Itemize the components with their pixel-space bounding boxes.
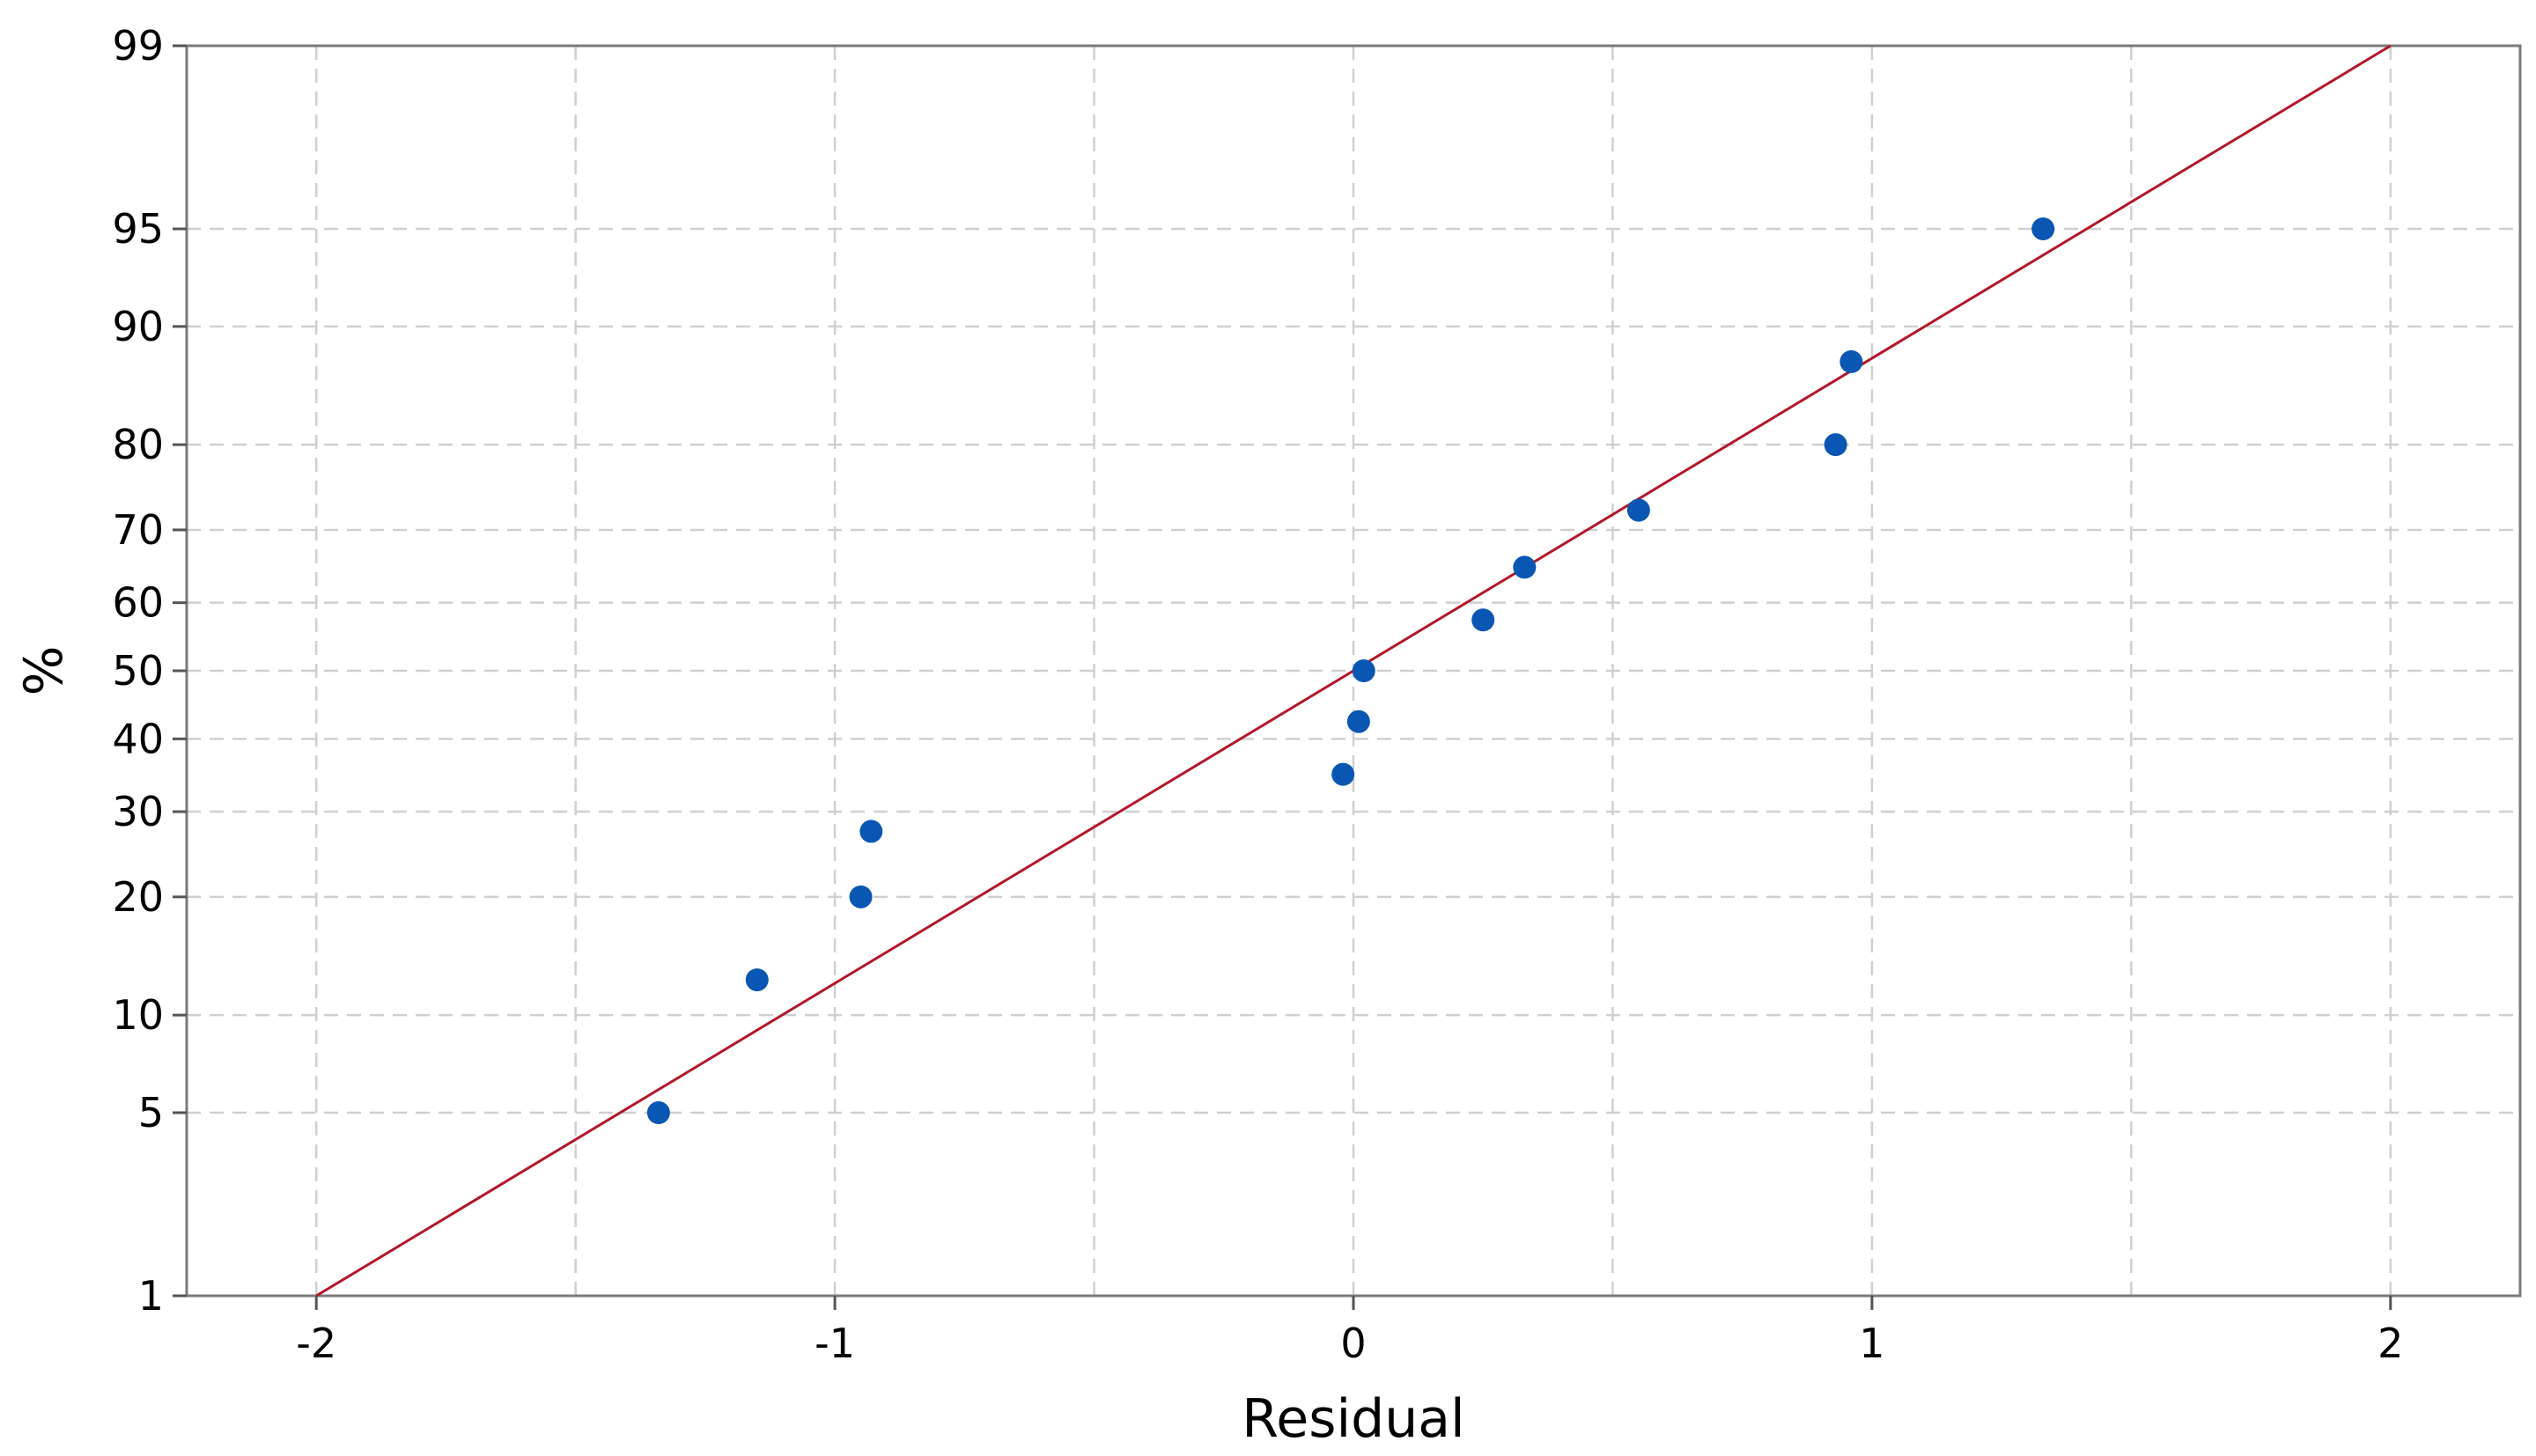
data-point [1513,555,1537,579]
data-point [859,820,883,843]
y-tick-label: 90 [112,303,164,350]
x-tick-label: 2 [2378,1320,2403,1367]
data-point [1471,608,1495,632]
x-tick-label: -1 [815,1320,855,1367]
y-tick-label: 5 [138,1089,164,1136]
y-tick-label: 99 [112,22,164,70]
x-tick-label: 1 [1859,1320,1884,1367]
y-tick-label: 60 [112,579,164,627]
data-point [1352,659,1375,682]
data-point [646,1101,670,1125]
y-tick-label: 50 [112,647,164,695]
data-point [2031,217,2055,240]
data-point [1839,349,1863,373]
data-point [849,885,873,908]
y-tick-label: 70 [112,506,164,554]
data-point [1331,762,1355,786]
y-tick-label: 95 [112,205,164,253]
y-tick-label: 40 [112,715,164,762]
x-axis-ticks: -2 -1 0 1 2 [296,1296,2403,1367]
y-axis-title: % [13,645,75,695]
y-tick-label: 80 [112,421,164,468]
x-tick-label: 0 [1340,1320,1366,1367]
data-points [646,217,2055,1125]
y-tick-label: 30 [112,788,164,835]
data-point [1626,498,1650,522]
data-point [1346,710,1370,733]
data-point [1824,433,1847,457]
data-point [745,968,769,992]
y-tick-label: 1 [138,1272,164,1320]
x-axis-title: Residual [1242,1388,1464,1450]
y-tick-label: 20 [112,873,164,921]
y-tick-label: 10 [112,991,164,1039]
grid-lines [187,46,2520,1296]
x-tick-label: -2 [296,1320,336,1367]
y-axis-ticks: 1 5 10 20 30 40 50 60 70 80 90 95 99 [112,22,187,1320]
